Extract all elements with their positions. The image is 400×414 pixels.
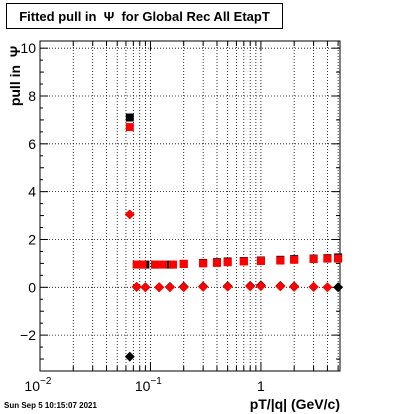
data-markers <box>124 113 344 362</box>
plot-frame <box>39 40 341 372</box>
square-marker <box>132 260 141 269</box>
y-tick-label: 0 <box>28 279 36 295</box>
x-tick-exponent: −1 <box>150 376 162 387</box>
square-marker <box>125 113 134 122</box>
x-tick-label: 1 <box>257 378 265 394</box>
diamond-marker <box>178 282 189 293</box>
diamond-marker <box>124 209 135 220</box>
x-axis-label: pT/|q| (GeV/c) <box>249 396 340 412</box>
diamond-marker <box>289 281 300 292</box>
square-marker <box>334 254 343 263</box>
diamond-marker <box>164 282 175 293</box>
diamond-marker <box>222 281 233 292</box>
x-tick-label: 10 <box>24 378 40 394</box>
y-tick-label: 4 <box>28 184 36 200</box>
square-marker <box>212 258 221 267</box>
datestamp: Sun Sep 5 10:15:07 2021 <box>4 401 97 410</box>
square-marker <box>125 123 134 132</box>
grid-lines <box>39 41 340 371</box>
y-tick-label: −2 <box>20 327 36 343</box>
diamond-marker <box>308 281 319 292</box>
x-tick-label: 10 <box>135 378 151 394</box>
square-marker <box>223 258 232 267</box>
y-axis-label: pull in Ψ <box>7 45 23 107</box>
diamond-marker <box>245 281 256 292</box>
square-marker <box>309 255 318 264</box>
y-tick-label: 2 <box>28 231 36 247</box>
diamond-marker <box>131 281 142 292</box>
diamond-marker <box>255 281 266 292</box>
diamond-marker <box>198 281 209 292</box>
square-marker <box>276 256 285 265</box>
diamond-marker <box>124 351 135 362</box>
square-marker <box>151 260 160 269</box>
diamond-marker <box>333 282 344 293</box>
square-marker <box>159 260 168 269</box>
square-marker <box>239 257 248 266</box>
diamond-marker <box>140 282 151 293</box>
y-axis-label-box: pull in Ψ <box>4 46 26 108</box>
square-marker <box>290 255 299 264</box>
square-marker <box>169 260 178 269</box>
diamond-marker <box>322 282 333 293</box>
square-marker <box>323 254 332 263</box>
square-marker <box>199 259 208 268</box>
square-marker <box>179 259 188 268</box>
x-tick-exponent: −2 <box>40 376 52 387</box>
y-tick-label: 10 <box>20 40 36 56</box>
square-marker <box>138 260 147 269</box>
square-marker <box>256 257 265 265</box>
diamond-marker <box>154 282 165 293</box>
y-tick-label: 6 <box>28 136 36 152</box>
y-tick-label: 8 <box>28 88 36 104</box>
diamond-marker <box>275 281 286 292</box>
chart-title: Fitted pull in Ψ for Global Rec All Etap… <box>6 3 283 29</box>
